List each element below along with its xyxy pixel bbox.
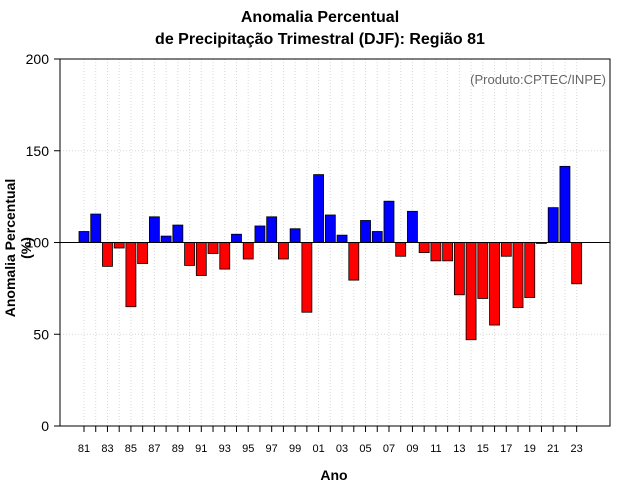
product-note: (Produto:CPTEC/INPE) (470, 72, 606, 87)
bar-98 (278, 242, 289, 260)
bar-17 (500, 242, 512, 257)
bar-04 (348, 242, 360, 281)
x-tick-label: 13 (453, 443, 465, 455)
x-tick-label: 03 (336, 443, 348, 455)
x-tick-label: 83 (101, 443, 113, 455)
bar-05 (360, 220, 371, 243)
x-tick-label: 87 (148, 443, 160, 455)
bar-21 (547, 207, 559, 243)
bar-13 (453, 242, 465, 296)
x-tick-label: 85 (125, 443, 137, 455)
x-tick-label: 09 (406, 443, 418, 455)
bar-96 (254, 225, 266, 243)
bar-23 (571, 242, 583, 285)
x-tick-label: 01 (312, 443, 324, 455)
bar-88 (160, 235, 172, 243)
x-tick-label: 17 (500, 443, 512, 455)
x-tick-label: 99 (289, 443, 301, 455)
bar-97 (266, 216, 278, 243)
bar-85 (125, 242, 137, 308)
x-tick-label: 91 (195, 443, 207, 455)
bar-07 (383, 200, 395, 243)
x-tick-label: 95 (242, 443, 254, 455)
bar-22 (559, 165, 571, 243)
bar-15 (477, 242, 489, 299)
x-tick-label: 11 (430, 443, 441, 455)
bar-91 (195, 242, 207, 276)
bar-14 (465, 242, 477, 341)
bar-89 (172, 224, 184, 243)
bar-11 (430, 242, 442, 262)
y-tick-label: 100 (26, 235, 50, 251)
y-tick-label: 200 (26, 51, 50, 67)
bar-94 (231, 233, 242, 243)
bar-92 (207, 242, 219, 254)
x-tick-label: 07 (383, 443, 395, 455)
bar-84 (113, 242, 125, 249)
x-axis-label: Ano (320, 467, 348, 483)
x-tick-label: 21 (547, 443, 559, 455)
bar-83 (102, 242, 113, 267)
bar-03 (336, 234, 348, 243)
chart-title-line-2: de Precipitação Trimestral (DJF): Região… (155, 31, 485, 48)
bar-99 (289, 228, 301, 243)
bar-16 (489, 242, 500, 326)
bar-82 (90, 213, 102, 243)
bar-93 (219, 242, 231, 270)
bar-06 (371, 231, 383, 243)
x-tick-label: 19 (524, 443, 536, 455)
chart-title-line-1: Anomalia Percentual (240, 9, 400, 26)
bar-18 (512, 242, 524, 309)
x-tick-label: 97 (266, 443, 278, 455)
bar-00 (301, 242, 313, 313)
bar-08 (395, 242, 407, 257)
bar-01 (313, 174, 325, 243)
x-tick-label: 05 (359, 443, 371, 455)
bar-10 (418, 242, 430, 253)
y-tick-label: 50 (33, 326, 49, 342)
x-tick-label: 15 (477, 443, 489, 455)
y-tick-label: 150 (26, 143, 50, 159)
bar-81 (78, 231, 90, 243)
bar-87 (148, 216, 160, 243)
bar-86 (137, 242, 149, 265)
x-tick-label: 93 (219, 443, 231, 455)
bar-02 (324, 214, 336, 243)
x-tick-label: 23 (571, 443, 583, 455)
bar-09 (407, 210, 418, 243)
bar-90 (184, 242, 195, 266)
bar-95 (242, 242, 254, 260)
bar-12 (442, 242, 454, 262)
x-tick-label: 81 (78, 443, 90, 455)
bar-19 (524, 242, 536, 298)
y-tick-label: 0 (41, 418, 49, 434)
y-axis-label: Anomalia Percentual (%) (2, 178, 34, 318)
x-tick-label: 89 (172, 443, 184, 455)
